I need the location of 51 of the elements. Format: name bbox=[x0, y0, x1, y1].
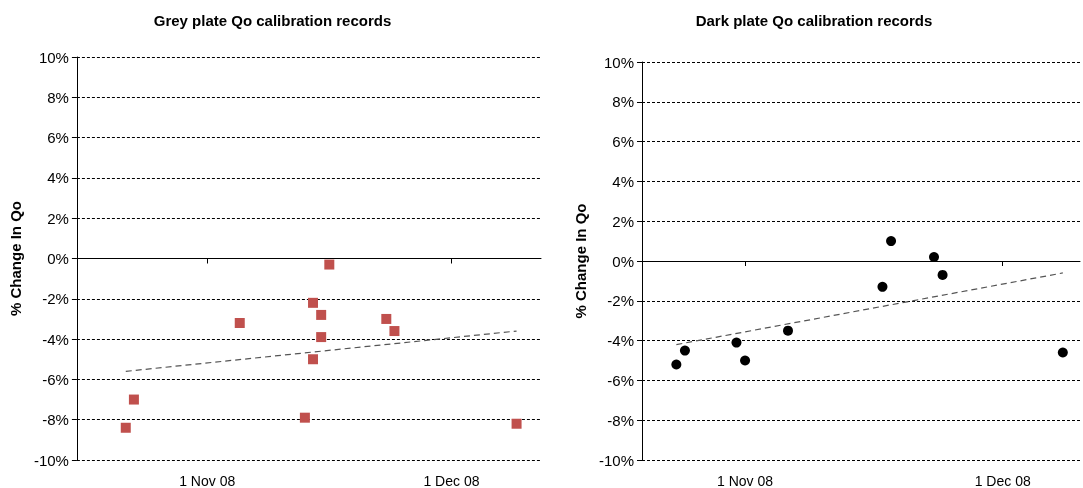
chart-title: Grey plate Qo calibration records bbox=[153, 12, 392, 29]
y-tick-label: 4% bbox=[612, 172, 634, 190]
point bbox=[308, 297, 319, 308]
point bbox=[679, 345, 690, 356]
point bbox=[389, 326, 400, 337]
y-tick-label: 6% bbox=[612, 133, 634, 151]
x-tick-label: 1 Dec 08 bbox=[974, 473, 1031, 488]
point bbox=[937, 269, 948, 280]
point bbox=[381, 313, 392, 324]
y-tick-label: 0% bbox=[47, 250, 69, 267]
y-tick-label: 2% bbox=[47, 209, 69, 227]
point bbox=[128, 394, 139, 405]
y-tick-label: -6% bbox=[42, 370, 69, 388]
point bbox=[740, 355, 751, 366]
y-tick-label: 4% bbox=[47, 169, 69, 187]
y-tick-label: -4% bbox=[42, 330, 69, 348]
y-tick-label: -2% bbox=[42, 290, 69, 308]
x-tick-label: 1 Dec 08 bbox=[423, 473, 480, 488]
y-tick-label: 0% bbox=[612, 252, 634, 270]
chart-title: Dark plate Qo calibration records bbox=[695, 12, 933, 29]
y-tick-label: -8% bbox=[42, 411, 69, 429]
point bbox=[783, 325, 793, 336]
point bbox=[886, 236, 897, 247]
point bbox=[1057, 347, 1068, 358]
y-tick-label: -10% bbox=[33, 451, 69, 469]
point bbox=[308, 354, 319, 365]
y-tick-label: -2% bbox=[607, 292, 634, 310]
point bbox=[324, 259, 335, 270]
point bbox=[316, 309, 327, 320]
y-tick-label: 10% bbox=[603, 53, 634, 71]
point bbox=[234, 317, 245, 328]
point bbox=[120, 422, 131, 433]
y-axis-title: % Change In Qo bbox=[572, 203, 590, 319]
y-tick-label: -6% bbox=[607, 371, 634, 389]
y-tick-label: -4% bbox=[607, 332, 634, 350]
y-tick-label: 10% bbox=[38, 48, 69, 66]
point bbox=[877, 281, 888, 292]
point bbox=[731, 337, 742, 348]
point bbox=[671, 359, 682, 370]
x-tick-label: 1 Nov 08 bbox=[717, 473, 774, 488]
y-tick-label: 2% bbox=[612, 212, 634, 230]
y-tick-label: -8% bbox=[607, 411, 634, 429]
y-tick-label: 8% bbox=[47, 88, 69, 106]
y-tick-label: -10% bbox=[598, 451, 634, 469]
point bbox=[511, 418, 522, 429]
x-tick-label: 1 Nov 08 bbox=[179, 473, 236, 488]
y-tick-label: 8% bbox=[612, 93, 634, 111]
point bbox=[316, 332, 327, 343]
point bbox=[299, 412, 310, 423]
y-axis-title: % Change In Qo bbox=[7, 200, 24, 317]
y-tick-label: 6% bbox=[47, 129, 69, 147]
